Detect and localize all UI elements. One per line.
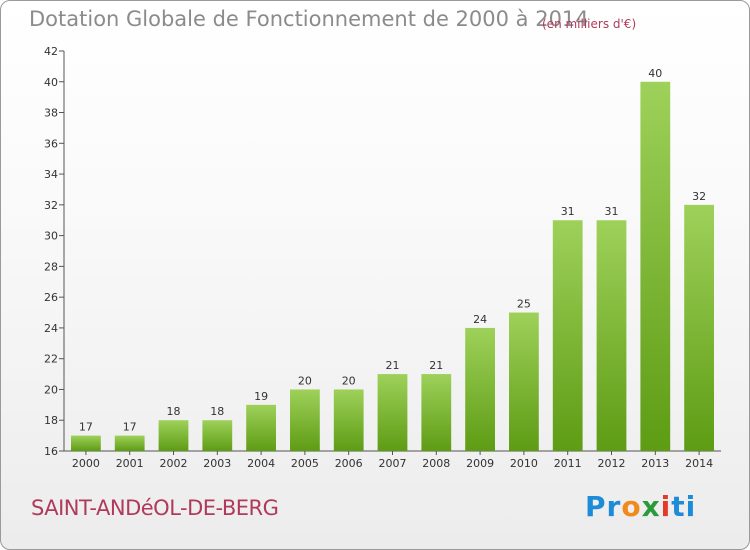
x-tick-label: 2014 [685,457,713,470]
y-tick-label: 16 [44,445,58,458]
x-tick-label: 2002 [160,457,188,470]
y-tick-label: 24 [44,322,58,335]
x-tick-label: 2003 [203,457,231,470]
data-label-2010: 25 [517,298,531,311]
x-tick-label: 2007 [379,457,407,470]
chart-unit: (en milliers d'€) [542,17,637,31]
y-tick-label: 28 [44,260,58,273]
x-tick-label: 2009 [466,457,494,470]
bar-2005 [290,389,320,451]
y-tick-label: 38 [44,107,58,120]
data-label-2014: 32 [692,190,706,203]
data-label-2003: 18 [210,405,224,418]
logo-part: Pr [585,490,622,523]
bar-2001 [114,435,145,451]
data-label-2008: 21 [429,359,443,372]
bar-2007 [377,374,408,451]
bar-2013 [640,81,671,452]
logo-part: ti [671,490,697,523]
data-label-2005: 20 [298,374,312,387]
logo-part: o [621,490,642,523]
bar-2002 [158,420,189,451]
x-tick-label: 2004 [247,457,275,470]
data-labels-group: 17 17 18 18 19 20 20 21 21 24 25 31 31 40 32 [79,67,706,434]
bars-group [71,81,714,452]
bar-2006 [333,389,364,451]
bar-2009 [465,327,495,451]
bar-2003 [202,420,233,451]
proxiti-logo[interactable]: Proxiti [585,490,696,523]
x-tick-label: 2005 [291,457,319,470]
data-label-2002: 18 [167,405,181,418]
bar-2010 [509,312,539,451]
bar-2011 [552,220,583,451]
x-tick-label: 2011 [554,457,582,470]
y-tick-label: 32 [44,199,58,212]
logo-part: x [641,490,661,523]
bar-2014 [684,204,714,451]
chart-title: Dotation Globale de Fonctionnement de 20… [29,7,589,31]
bar-2008 [421,374,452,451]
y-tick-label: 30 [44,230,58,243]
x-tick-label: 2001 [116,457,144,470]
y-tick-label: 36 [44,137,58,150]
data-label-2000: 17 [79,421,93,434]
x-tick-label: 2000 [72,457,100,470]
x-tick-label: 2013 [641,457,669,470]
data-label-2013: 40 [648,67,662,80]
data-label-2011: 31 [561,205,575,218]
data-label-2004: 19 [254,390,268,403]
x-tick-label: 2008 [422,457,450,470]
data-label-2006: 20 [342,374,356,387]
y-tick-label: 26 [44,291,58,304]
y-tick-label: 20 [44,383,58,396]
commune-name: SAINT-ANDéOL-DE-BERG [31,496,279,520]
data-label-2001: 17 [123,421,137,434]
y-tick-label: 34 [44,168,58,181]
bar-2000 [71,435,101,451]
bar-2004 [246,404,276,451]
logo-part: i [660,490,672,523]
x-axis: 2000 2001 2002 2003 2004 2005 2006 2007 2008 2009… [64,450,721,470]
data-label-2009: 24 [473,313,487,326]
bar-2012 [596,220,627,451]
x-tick-label: 2012 [598,457,626,470]
data-label-2007: 21 [386,359,400,372]
y-axis: 16 18 20 22 24 26 28 30 32 34 36 38 40 42 [44,45,65,458]
x-tick-label: 2010 [510,457,538,470]
y-tick-label: 42 [44,45,58,58]
y-tick-label: 40 [44,76,58,89]
x-tick-label: 2006 [335,457,363,470]
y-tick-label: 18 [44,414,58,427]
y-tick-label: 22 [44,353,58,366]
data-label-2012: 31 [605,205,619,218]
